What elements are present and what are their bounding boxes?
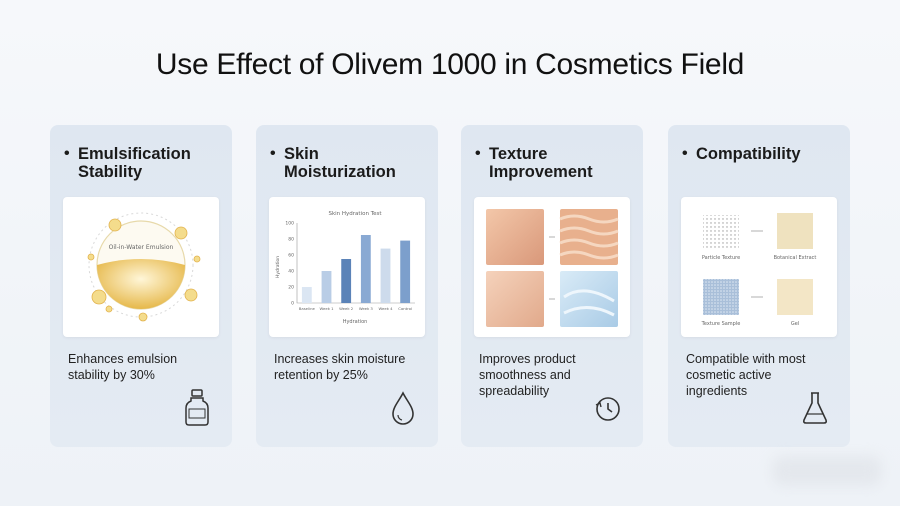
heading-line-2: Improvement <box>489 163 593 181</box>
card-description: Improves product smoothness and spreadab… <box>479 352 576 398</box>
emulsion-illustration: Oil-in-Water Emulsion <box>63 197 219 337</box>
card-compatibility: • Compatibility Particle Texture Botanic… <box>668 125 850 447</box>
heading-line-2: Moisturization <box>284 163 396 181</box>
heading-line-2: Stability <box>78 163 143 181</box>
y-tick-label: 100 <box>285 221 294 227</box>
bar-week-2 <box>341 259 352 303</box>
card-texture-improvement: • Texture Improvement Improves product sm… <box>461 125 643 447</box>
card-heading: • Skin Moisturization <box>270 145 430 181</box>
rough-skin-swatch <box>486 209 544 265</box>
x-tick-label: Baseline <box>299 306 316 311</box>
cream-texture-swatch <box>560 271 618 327</box>
heading-line-1: Emulsification <box>78 145 191 163</box>
card-description: Enhances emulsion stability by 30% <box>68 352 178 382</box>
flask-icon <box>802 392 828 424</box>
bullet-icon: • <box>475 145 481 162</box>
card-heading: • Emulsification Stability <box>64 145 224 181</box>
y-tick-label: 60 <box>288 253 294 259</box>
bar-week-1 <box>321 271 332 303</box>
bar-week-3 <box>360 235 371 303</box>
hydration-chart-panel: Skin Hydration Test Hydration Hydration … <box>269 197 425 337</box>
time-clock-icon <box>595 397 620 421</box>
bullet-icon: • <box>682 145 688 162</box>
y-tick-label: 40 <box>288 269 294 275</box>
card-emulsification-stability: • Emulsification Stability Oil-in-Water E… <box>50 125 232 447</box>
bullet-icon: • <box>270 145 276 162</box>
y-tick-label: 80 <box>288 237 294 243</box>
swatch-label: Botanical Extract <box>774 255 817 261</box>
card-heading: • Texture Improvement <box>475 145 635 181</box>
compatibility-swatches-panel: Particle Texture Botanical Extract Textu… <box>681 197 837 337</box>
y-tick-label: 0 <box>291 301 294 307</box>
chart-x-label: Hydration <box>343 319 368 325</box>
emulsion-label: Oil-in-Water Emulsion <box>109 244 174 251</box>
bar-week-4 <box>380 248 391 303</box>
bar-control <box>400 240 411 303</box>
card-heading: • Compatibility <box>682 145 842 163</box>
heading-line-1: Texture <box>489 145 548 163</box>
particle-swatch <box>703 215 739 249</box>
card-description: Increases skin moisture retention by 25% <box>274 352 406 382</box>
x-tick-label: Week 1 <box>319 306 334 311</box>
botanical-swatch <box>777 213 813 249</box>
y-tick-label: 20 <box>288 285 294 291</box>
swatch-label: Texture Sample <box>701 321 741 327</box>
smooth-skin-swatch <box>486 271 544 327</box>
heading-line-1: Compatibility <box>696 145 801 163</box>
chart-y-label: Hydration <box>275 256 281 278</box>
x-tick-label: Week 4 <box>378 306 393 311</box>
bar-baseline <box>301 287 312 303</box>
chart-title: Skin Hydration Test <box>328 211 382 217</box>
x-tick-label: Week 2 <box>339 306 354 311</box>
water-drop-icon <box>392 391 414 425</box>
chart-axis <box>296 223 415 304</box>
hydration-bar-chart: Skin Hydration Test Hydration Hydration … <box>275 211 415 325</box>
gel-swatch <box>777 279 813 315</box>
page-title: Use Effect of Olivem 1000 in Cosmetics F… <box>155 48 745 81</box>
bullet-icon: • <box>64 145 70 162</box>
heading-line-1: Skin <box>284 145 319 163</box>
decorative-glow <box>772 456 882 486</box>
swatch-label: Particle Texture <box>702 255 740 261</box>
card-skin-moisturization: • Skin Moisturization Skin Hydration Test… <box>256 125 438 447</box>
x-tick-label: Week 3 <box>359 306 374 311</box>
bottle-icon <box>185 389 209 426</box>
swatch-label: Gel <box>791 321 799 327</box>
texture-swatch <box>703 279 739 315</box>
x-tick-label: Control <box>398 306 412 311</box>
texture-comparison-panel <box>474 197 630 337</box>
card-description: Compatible with most cosmetic active ing… <box>686 352 806 398</box>
